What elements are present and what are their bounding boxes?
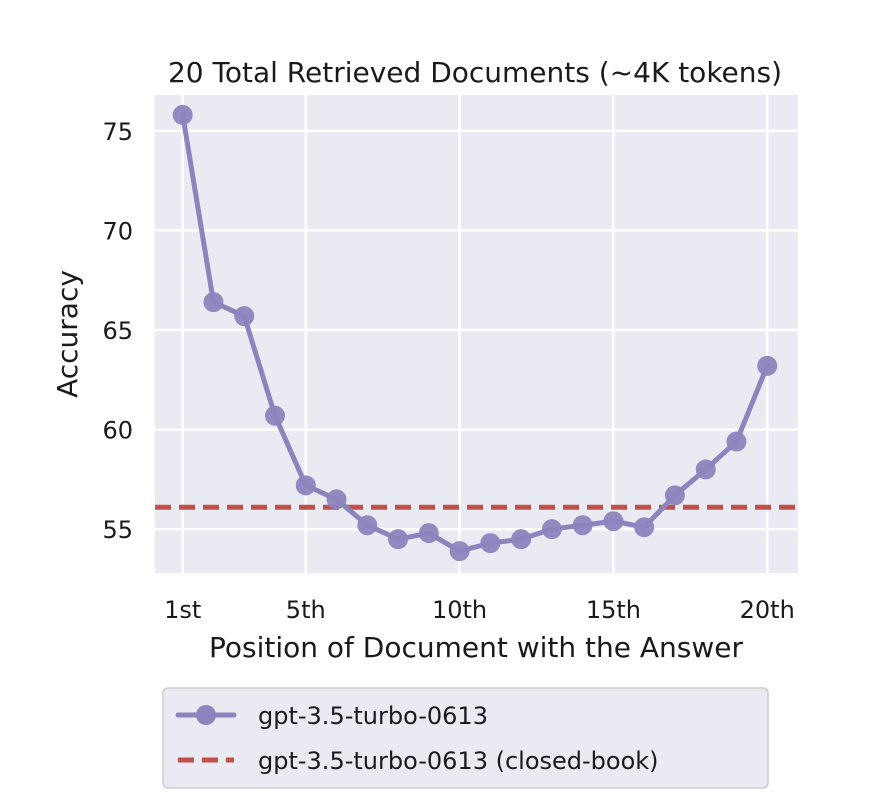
legend: gpt-3.5-turbo-0613 gpt-3.5-turbo-0613 (c…: [162, 687, 769, 789]
series-main: [172, 104, 778, 562]
data-point: [695, 459, 716, 480]
data-point: [634, 517, 655, 538]
y-tick-label: 55: [102, 516, 133, 544]
y-tick-label: 60: [102, 417, 133, 445]
chart-title: 20 Total Retrieved Documents (~4K tokens…: [168, 56, 782, 89]
legend-label-main: gpt-3.5-turbo-0613: [258, 702, 488, 730]
data-point: [357, 515, 378, 536]
x-tick-label: 5th: [286, 596, 326, 624]
data-point: [172, 104, 193, 125]
data-point: [264, 405, 285, 426]
data-point: [757, 355, 778, 376]
legend-marker-main: [196, 705, 216, 725]
data-point: [726, 431, 747, 452]
y-tick-label: 75: [102, 118, 133, 146]
y-axis-label: Accuracy: [51, 270, 84, 398]
data-point: [511, 529, 532, 550]
data-point: [295, 475, 316, 496]
plot-area: [155, 95, 798, 573]
y-tick-label: 65: [102, 317, 133, 345]
x-tick-label: 15th: [586, 596, 641, 624]
data-point: [326, 489, 347, 510]
legend-box: [162, 687, 769, 789]
data-point: [203, 292, 224, 313]
data-point: [480, 533, 501, 554]
data-point: [572, 515, 593, 536]
data-point: [603, 511, 624, 532]
data-point: [234, 306, 255, 327]
legend-label-closed-book: gpt-3.5-turbo-0613 (closed-book): [258, 747, 659, 775]
x-tick-labels: 1st 5th 10th 15th 20th: [164, 596, 795, 624]
data-point: [449, 541, 470, 562]
x-tick-label: 10th: [432, 596, 487, 624]
y-tick-label: 70: [102, 217, 133, 245]
data-point: [388, 529, 409, 550]
x-tick-label: 20th: [740, 596, 795, 624]
y-tick-labels: 55 60 65 70 75: [102, 118, 133, 544]
data-point: [541, 519, 562, 540]
data-point: [664, 485, 685, 506]
x-axis-label: Position of Document with the Answer: [209, 631, 744, 664]
x-tick-label: 1st: [164, 596, 201, 624]
data-point: [418, 523, 439, 544]
